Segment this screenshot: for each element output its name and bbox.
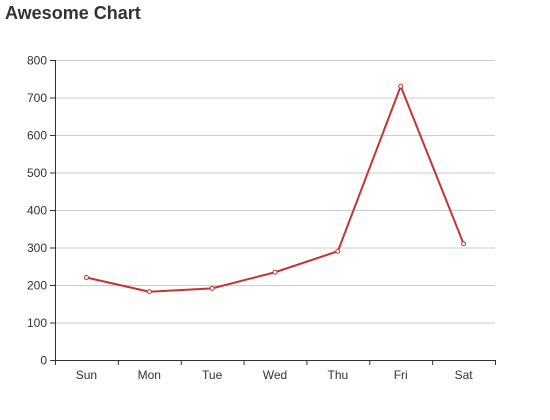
- data-point: [146, 289, 152, 295]
- series-line: [86, 85, 465, 293]
- x-tick-label: Sun: [76, 368, 97, 382]
- y-tick-label: 0: [40, 354, 47, 368]
- data-point: [272, 269, 278, 275]
- y-tick-label: 800: [27, 54, 47, 68]
- y-tick-label: 200: [27, 279, 47, 293]
- x-tick-label: Fri: [394, 368, 408, 382]
- y-tick-label: 100: [27, 316, 47, 330]
- y-tick-label: 700: [27, 91, 47, 105]
- y-tick-label: 500: [27, 166, 47, 180]
- x-tick-label: Mon: [138, 368, 161, 382]
- x-tick-label: Wed: [263, 368, 287, 382]
- data-point: [398, 83, 404, 89]
- data-point: [209, 285, 215, 291]
- data-point: [461, 241, 467, 247]
- y-tick-label: 600: [27, 129, 47, 143]
- x-tick-label: Tue: [202, 368, 223, 382]
- data-point: [83, 275, 89, 280]
- data-point: [335, 248, 341, 254]
- y-tick-label: 300: [27, 241, 47, 255]
- x-tick-label: Thu: [328, 368, 349, 382]
- y-tick-label: 400: [27, 204, 47, 218]
- x-tick-label: Sat: [455, 368, 474, 382]
- chart-title: Awesome Chart: [5, 3, 141, 23]
